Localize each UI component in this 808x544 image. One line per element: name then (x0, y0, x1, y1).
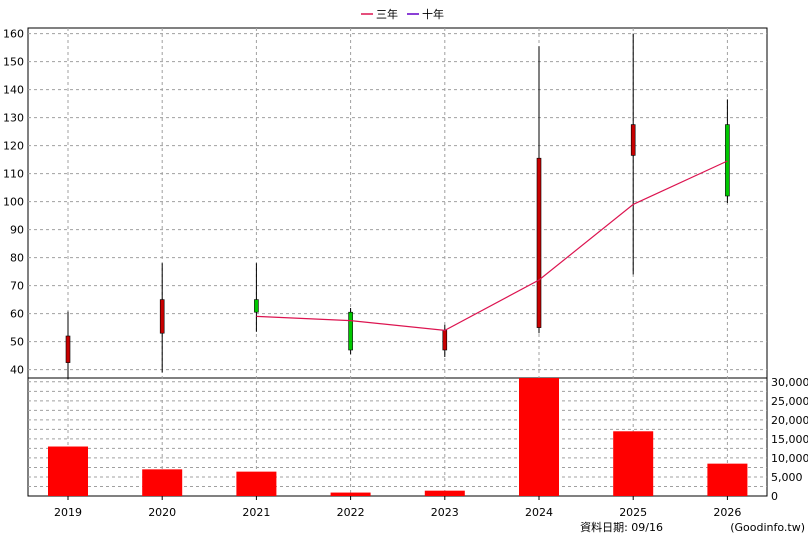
volume-bars (48, 378, 748, 496)
price-tick-label: 160 (3, 28, 24, 41)
price-tick-label: 90 (10, 224, 24, 237)
x-tick-label: 2020 (148, 506, 176, 519)
x-tick-label: 2026 (713, 506, 741, 519)
x-tick-label: 2019 (54, 506, 82, 519)
candle-body (65, 335, 71, 363)
price-tick-label: 120 (3, 140, 24, 153)
legend: 三年 十年 (361, 7, 444, 21)
price-tick-label: 150 (3, 56, 24, 69)
volume-tick-label: 15,000 (771, 433, 808, 446)
volume-bar (424, 490, 465, 496)
volume-tick-label: 25,000 (771, 395, 808, 408)
data-date-label: 資料日期: 09/16 (580, 520, 663, 534)
ma-line-3yr (256, 160, 728, 332)
moving-average-lines (256, 160, 728, 332)
price-tick-label: 80 (10, 252, 24, 265)
volume-tick-label: 0 (771, 490, 778, 503)
candle-body (348, 311, 353, 351)
x-tick-label: 2023 (431, 506, 459, 519)
x-tick-label: 2025 (619, 506, 647, 519)
volume-bar (142, 469, 183, 496)
candle-body (442, 330, 448, 351)
candle-body (159, 299, 165, 334)
candle-body (725, 124, 730, 197)
x-tick-label: 2022 (337, 506, 365, 519)
volume-tick-label: 5,000 (771, 471, 803, 484)
legend-label-3yr: 三年 (376, 7, 398, 21)
price-tick-label: 70 (10, 280, 24, 293)
candle-body (254, 299, 259, 313)
price-tick-label: 130 (3, 112, 24, 125)
volume-bar (330, 492, 371, 496)
x-tick-label: 2024 (525, 506, 553, 519)
candle-body (536, 157, 542, 328)
volume-tick-label: 20,000 (771, 414, 808, 427)
volume-tick-label: 30,000 (771, 376, 808, 389)
grid-lines (28, 28, 767, 496)
volume-bar (613, 431, 654, 496)
price-tick-label: 60 (10, 308, 24, 321)
plot-frame (27, 27, 768, 497)
axis-labels: 40 50 60 70 80 90 100 110 120 130 140 150 160 0 5,000 1… (3, 28, 808, 519)
source-label: (Goodinfo.tw) (730, 521, 805, 534)
candlesticks (65, 33, 730, 380)
legend-label-10yr: 十年 (422, 7, 444, 21)
volume-tick-label: 10,000 (771, 452, 808, 465)
candle-body (630, 124, 636, 156)
price-tick-label: 40 (10, 364, 24, 377)
volume-bar (236, 471, 277, 496)
volume-bar (707, 463, 748, 496)
volume-bar (519, 378, 559, 496)
price-tick-label: 140 (3, 84, 24, 97)
volume-bar (48, 446, 88, 496)
price-tick-label: 100 (3, 196, 24, 209)
x-tick-label: 2021 (242, 506, 270, 519)
price-tick-label: 50 (10, 336, 24, 349)
price-tick-label: 110 (3, 168, 24, 181)
